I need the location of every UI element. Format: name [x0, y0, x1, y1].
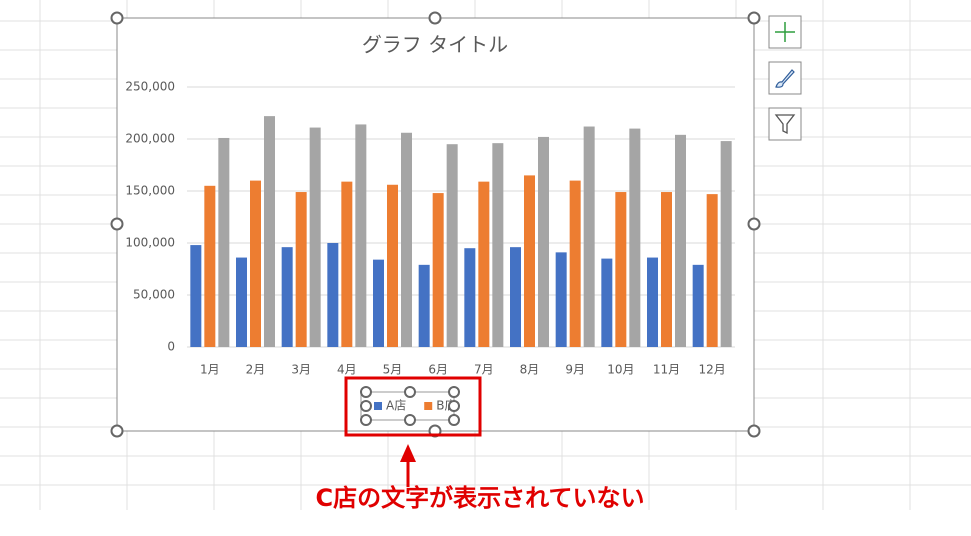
bar [583, 126, 595, 348]
bar [295, 192, 307, 347]
bar [492, 143, 504, 347]
bar [555, 252, 567, 347]
bar [355, 124, 367, 347]
bar [341, 181, 353, 347]
y-tick-label: 0 [167, 340, 175, 354]
bar [387, 184, 398, 347]
bar [601, 258, 613, 347]
bar [373, 259, 384, 347]
bar [432, 193, 444, 347]
legend-swatch [424, 402, 433, 410]
x-tick-label: 7月 [474, 363, 494, 377]
chart-filters-button[interactable] [768, 107, 802, 141]
x-tick-label: 11月 [653, 363, 680, 377]
bar [250, 180, 261, 347]
bar [190, 245, 202, 347]
chart-styles-button[interactable] [768, 61, 802, 95]
plot: 0 50,000 100,000 150,000 200,000 250,000 1月 2月 3… [125, 80, 735, 377]
x-tick-label: 1月 [200, 363, 220, 377]
bar [464, 248, 476, 347]
arrow-head [400, 444, 416, 462]
bar [309, 127, 321, 347]
legend-label: A店 [386, 399, 406, 413]
x-tick-label: 10月 [607, 363, 634, 377]
bar [647, 257, 658, 347]
legend-handles [360, 386, 460, 426]
bar [538, 136, 549, 347]
y-tick-label: 250,000 [125, 80, 175, 94]
bar [569, 180, 581, 347]
chart-title[interactable]: グラフ タイトル [362, 33, 508, 57]
x-tick-label: 4月 [337, 363, 357, 377]
bar [629, 128, 641, 347]
bar [218, 137, 230, 347]
y-tick-label: 50,000 [133, 288, 175, 302]
x-tick-label: 12月 [699, 363, 726, 377]
bar [524, 175, 535, 347]
x-tick-label: 2月 [246, 363, 266, 377]
bar [418, 264, 430, 347]
x-tick-label: 6月 [428, 363, 448, 377]
x-tick-label: 9月 [565, 363, 585, 377]
bar [706, 194, 718, 347]
bar [720, 141, 732, 347]
highlight-box [344, 376, 482, 437]
bar [675, 134, 686, 347]
y-tick-label: 150,000 [125, 184, 175, 198]
chart-elements-button[interactable] [768, 15, 802, 49]
bar [661, 192, 672, 347]
x-tick-label: 5月 [383, 363, 403, 377]
annotation: C店の文字が表示されていない [316, 484, 645, 512]
bar [204, 185, 216, 347]
y-tick-label: 100,000 [125, 236, 175, 250]
bar [510, 247, 521, 347]
bar [281, 247, 293, 347]
x-tick-label: 8月 [520, 363, 540, 377]
legend-swatch [374, 402, 382, 410]
bar [401, 132, 412, 347]
bar [446, 144, 458, 347]
bar [692, 264, 704, 347]
x-tick-label: 3月 [291, 363, 311, 377]
bar [478, 181, 490, 347]
bar [327, 243, 339, 347]
bar [615, 192, 627, 347]
bar [236, 257, 247, 347]
y-tick-label: 200,000 [125, 132, 175, 146]
bar [264, 116, 275, 348]
